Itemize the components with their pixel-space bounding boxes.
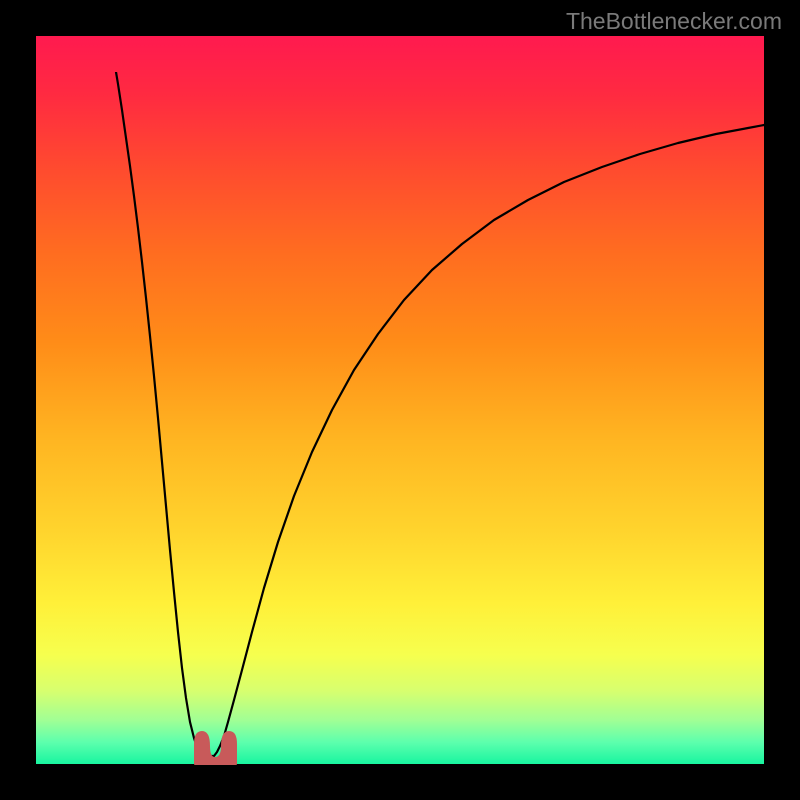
chart-frame — [0, 0, 800, 800]
chart-root: TheBottlenecker.com — [0, 0, 800, 800]
watermark-text: TheBottlenecker.com — [566, 8, 782, 35]
gradient-background — [36, 36, 764, 764]
chart-svg — [0, 0, 800, 800]
